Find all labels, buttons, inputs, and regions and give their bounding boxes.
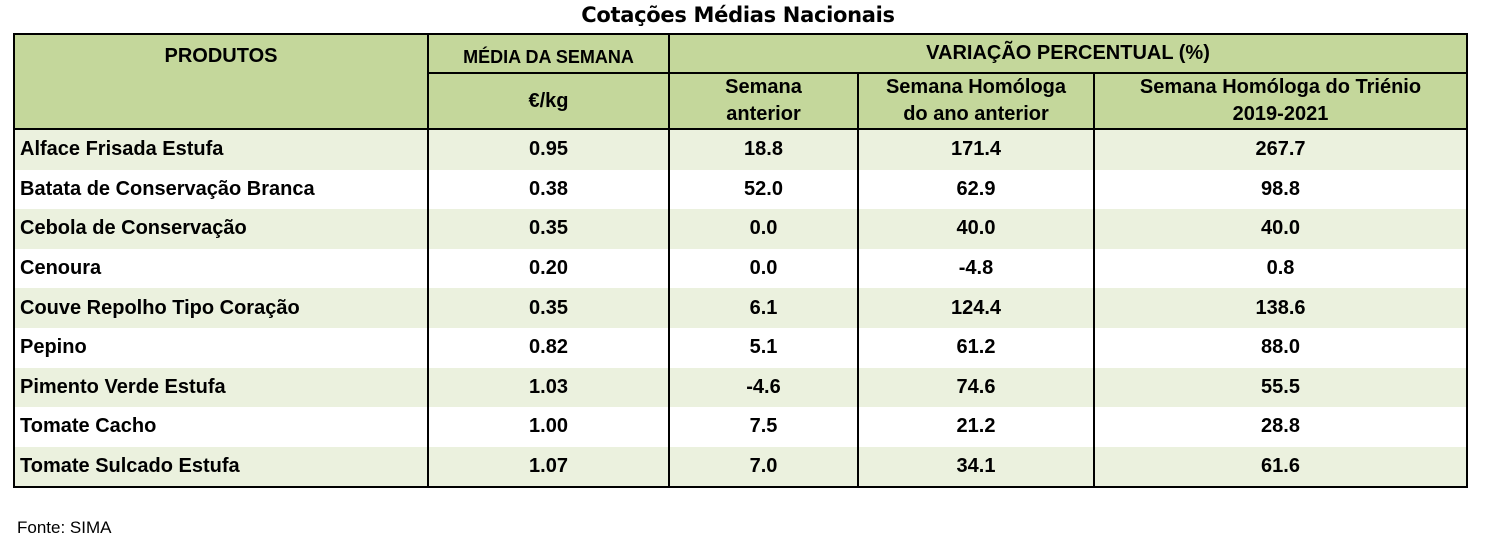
table-row: Pepino 0.82 5.1 61.2 88.0 — [13, 327, 1469, 368]
cell-produto: Cebola de Conservação — [13, 209, 429, 249]
table-row: Alface Frisada Estufa 0.95 18.8 171.4 26… — [13, 128, 1469, 170]
header-semana-anterior-line1: Semana — [725, 76, 802, 98]
cell-trienio: 28.8 — [1092, 407, 1469, 447]
cell-semana-anterior: 18.8 — [668, 128, 859, 170]
cell-media: 0.95 — [427, 128, 670, 170]
cell-media: 1.03 — [427, 367, 670, 408]
cell-homologa: -4.8 — [857, 248, 1095, 289]
cell-homologa: 21.2 — [857, 407, 1095, 447]
cell-homologa: 74.6 — [857, 367, 1095, 408]
source-note: Fonte: SIMA — [17, 518, 112, 537]
cell-trienio: 267.7 — [1092, 128, 1469, 170]
table-row: Batata de Conservação Branca 0.38 52.0 6… — [13, 169, 1469, 210]
header-homologa-line1: Semana Homóloga — [885, 76, 1067, 98]
cell-homologa: 62.9 — [857, 169, 1095, 210]
header-homologa-line2: do ano anterior — [903, 103, 1049, 125]
header-homologa-trienio: Semana Homóloga do Triénio 2019-2021 — [1092, 72, 1469, 130]
cell-produto: Tomate Cacho — [13, 407, 429, 447]
cell-trienio: 40.0 — [1092, 209, 1469, 249]
table-title: Cotações Médias Nacionais — [581, 3, 895, 27]
table-header: PRODUTOS MÉDIA DA SEMANA VARIAÇÃO PERCEN… — [13, 33, 1469, 130]
header-semana-anterior-line2: anterior — [726, 103, 801, 125]
cell-media: 1.07 — [427, 446, 670, 489]
table-row: Tomate Cacho 1.00 7.5 21.2 28.8 — [13, 407, 1469, 447]
cell-semana-anterior: 7.5 — [668, 407, 859, 447]
table-row: Pimento Verde Estufa 1.03 -4.6 74.6 55.5 — [13, 367, 1469, 408]
cell-produto: Tomate Sulcado Estufa — [13, 446, 429, 489]
cell-trienio: 88.0 — [1092, 327, 1469, 368]
table-row: Tomate Sulcado Estufa 1.07 7.0 34.1 61.6 — [13, 446, 1469, 489]
header-media-semana: MÉDIA DA SEMANA — [427, 33, 670, 74]
header-homologa-ano-anterior: Semana Homóloga do ano anterior — [857, 72, 1095, 130]
header-trienio-line1: Semana Homóloga do Triénio — [1139, 76, 1422, 98]
cell-semana-anterior: 0.0 — [668, 248, 859, 289]
cell-media: 0.38 — [427, 169, 670, 210]
cell-semana-anterior: 0.0 — [668, 209, 859, 249]
cell-media: 0.35 — [427, 209, 670, 249]
cell-media: 1.00 — [427, 407, 670, 447]
cell-trienio: 0.8 — [1092, 248, 1469, 289]
table-row: Cenoura 0.20 0.0 -4.8 0.8 — [13, 248, 1469, 289]
cell-produto: Couve Repolho Tipo Coração — [13, 288, 429, 328]
cell-homologa: 61.2 — [857, 327, 1095, 368]
cell-produto: Alface Frisada Estufa — [13, 128, 429, 170]
cell-produto: Pepino — [13, 327, 429, 368]
header-produtos: PRODUTOS — [13, 33, 429, 130]
cell-media: 0.20 — [427, 248, 670, 289]
cell-media: 0.35 — [427, 288, 670, 328]
cell-trienio: 55.5 — [1092, 367, 1469, 408]
cell-media: 0.82 — [427, 327, 670, 368]
cell-homologa: 40.0 — [857, 209, 1095, 249]
header-unit-eur-kg: €/kg — [427, 72, 670, 130]
table-row: Cebola de Conservação 0.35 0.0 40.0 40.0 — [13, 209, 1469, 249]
header-semana-anterior: Semana anterior — [668, 72, 859, 130]
cell-trienio: 98.8 — [1092, 169, 1469, 210]
cell-semana-anterior: 7.0 — [668, 446, 859, 489]
cell-semana-anterior: 5.1 — [668, 327, 859, 368]
cell-semana-anterior: 6.1 — [668, 288, 859, 328]
quotes-table: PRODUTOS MÉDIA DA SEMANA VARIAÇÃO PERCEN… — [13, 33, 1469, 489]
cell-semana-anterior: -4.6 — [668, 367, 859, 408]
cell-homologa: 34.1 — [857, 446, 1095, 489]
cell-trienio: 138.6 — [1092, 288, 1469, 328]
cell-semana-anterior: 52.0 — [668, 169, 859, 210]
cell-trienio: 61.6 — [1092, 446, 1469, 489]
cell-homologa: 124.4 — [857, 288, 1095, 328]
cell-homologa: 171.4 — [857, 128, 1095, 170]
table-body: Alface Frisada Estufa 0.95 18.8 171.4 26… — [13, 128, 1469, 489]
table-row: Couve Repolho Tipo Coração 0.35 6.1 124.… — [13, 288, 1469, 328]
cell-produto: Batata de Conservação Branca — [13, 169, 429, 210]
header-trienio-line2: 2019-2021 — [1232, 103, 1329, 125]
cell-produto: Cenoura — [13, 248, 429, 289]
header-variacao-percentual: VARIAÇÃO PERCENTUAL (%) — [667, 33, 1469, 74]
cell-produto: Pimento Verde Estufa — [13, 367, 429, 408]
